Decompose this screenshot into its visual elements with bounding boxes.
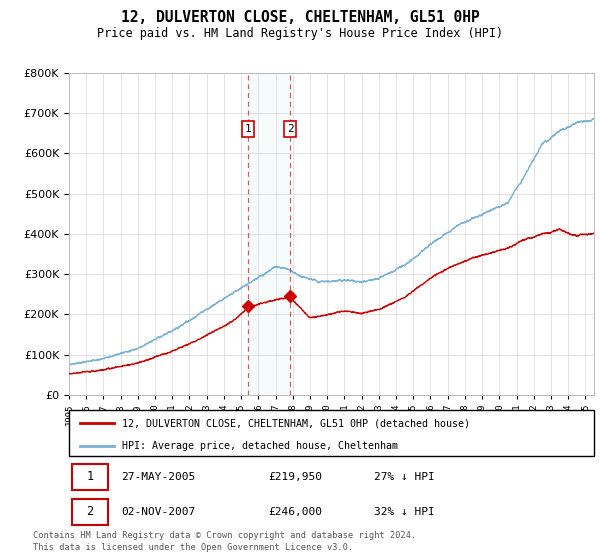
FancyBboxPatch shape xyxy=(71,498,109,525)
Text: 1: 1 xyxy=(245,124,251,134)
FancyBboxPatch shape xyxy=(69,410,594,456)
FancyBboxPatch shape xyxy=(71,464,109,490)
Text: 2: 2 xyxy=(287,124,293,134)
Text: 2: 2 xyxy=(86,505,94,519)
Text: Contains HM Land Registry data © Crown copyright and database right 2024.: Contains HM Land Registry data © Crown c… xyxy=(33,531,416,540)
Text: Price paid vs. HM Land Registry's House Price Index (HPI): Price paid vs. HM Land Registry's House … xyxy=(97,27,503,40)
Bar xyxy=(248,73,290,395)
Text: £246,000: £246,000 xyxy=(269,507,323,517)
Text: 12, DULVERTON CLOSE, CHELTENHAM, GL51 0HP (detached house): 12, DULVERTON CLOSE, CHELTENHAM, GL51 0H… xyxy=(121,418,470,428)
Text: HPI: Average price, detached house, Cheltenham: HPI: Average price, detached house, Chel… xyxy=(121,441,398,451)
Text: This data is licensed under the Open Government Licence v3.0.: This data is licensed under the Open Gov… xyxy=(33,543,353,552)
Text: 27-MAY-2005: 27-MAY-2005 xyxy=(121,472,196,482)
Text: 27% ↓ HPI: 27% ↓ HPI xyxy=(373,472,434,482)
Text: 02-NOV-2007: 02-NOV-2007 xyxy=(121,507,196,517)
Text: 1: 1 xyxy=(86,470,94,483)
Text: 32% ↓ HPI: 32% ↓ HPI xyxy=(373,507,434,517)
Text: 12, DULVERTON CLOSE, CHELTENHAM, GL51 0HP: 12, DULVERTON CLOSE, CHELTENHAM, GL51 0H… xyxy=(121,10,479,25)
Text: £219,950: £219,950 xyxy=(269,472,323,482)
